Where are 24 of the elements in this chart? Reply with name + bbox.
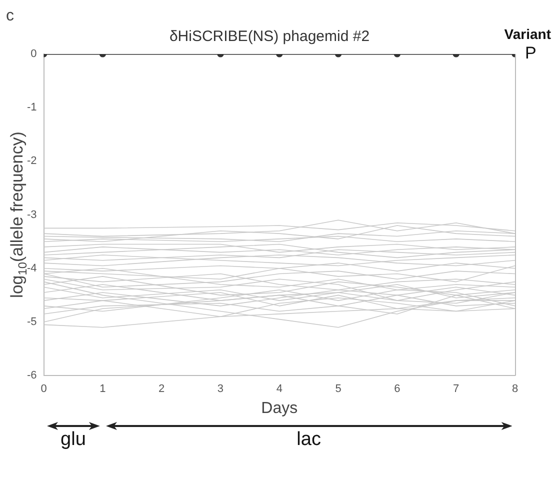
y-tick-label: -5	[27, 316, 37, 328]
y-tick-label: -1	[27, 102, 37, 114]
y-tick-label: -4	[27, 262, 37, 274]
x-tick-label: 4	[276, 383, 282, 396]
x-axis-title: Days	[261, 400, 298, 417]
text: lac	[296, 428, 322, 450]
series-label: P	[525, 44, 536, 63]
y-tick-label: -6	[27, 370, 37, 382]
y-tick-label: 0	[30, 48, 37, 60]
x-tick-label: 5	[335, 383, 342, 396]
chart-title: δHiSCRIBE(NS) phagemid #2	[169, 28, 370, 46]
legend-title: Variant	[504, 26, 552, 42]
y-tick-label: -2	[27, 155, 37, 168]
x-tick-label: 8	[512, 383, 518, 396]
x-tick-label: 3	[217, 383, 224, 396]
x-tick-label: 1	[100, 383, 106, 396]
x-tick-label: 7	[453, 383, 460, 396]
text: c	[6, 7, 14, 24]
x-tick-label: 0	[40, 383, 47, 396]
x-tick-label: 2	[158, 383, 165, 396]
y-axis-title: log10(allele frequency)	[8, 132, 30, 298]
x-tick-label: 6	[394, 383, 400, 396]
y-tick-label: -3	[27, 208, 37, 221]
text: glu	[60, 428, 87, 450]
